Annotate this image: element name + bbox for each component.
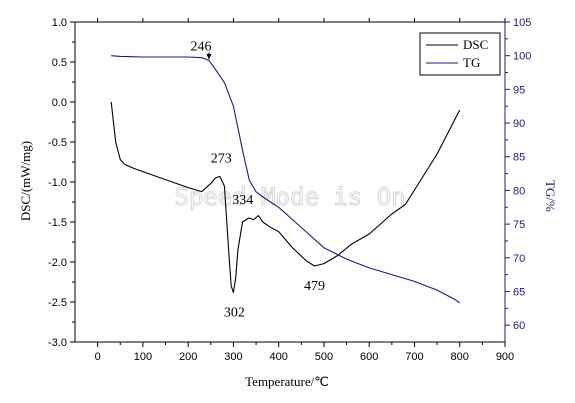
y-left-tick-label: -3.0 xyxy=(48,337,67,349)
annotation-arrow-head xyxy=(206,54,212,60)
x-tick-label: 600 xyxy=(360,351,378,363)
legend-label-dsc: DSC xyxy=(463,37,488,52)
y-left-tick-label: 1.0 xyxy=(52,17,67,29)
x-tick-label: 400 xyxy=(270,351,288,363)
annotation-label: 302 xyxy=(224,305,245,320)
y-left-tick-label: -1.0 xyxy=(48,177,67,189)
y-axis-left-title: DSC/(mW/mg) xyxy=(18,141,33,221)
x-tick-label: 500 xyxy=(315,351,333,363)
x-tick-label: 900 xyxy=(496,351,514,363)
y-axis-left: 1.0 0.5 0.0 -0.5 -1.0 -1.5 -2.0 -2.5 -3.0 xyxy=(48,17,75,349)
y-right-tick-label: 80 xyxy=(513,185,525,197)
legend: DSC TG xyxy=(419,32,501,76)
y-left-tick-label: -1.5 xyxy=(48,217,67,229)
y-right-tick-label: 60 xyxy=(513,320,525,332)
series-layer xyxy=(110,55,461,304)
y-left-tick-label: 0.5 xyxy=(52,57,67,69)
y-right-tick-label: 70 xyxy=(513,253,525,265)
x-axis-title: Temperature/℃ xyxy=(245,374,329,389)
annotation-label: 479 xyxy=(304,279,325,294)
x-tick-label: 100 xyxy=(134,351,152,363)
y-axis-right-title: TG/% xyxy=(543,180,558,212)
y-right-tick-label: 65 xyxy=(513,286,525,298)
y-right-tick-label: 75 xyxy=(513,219,525,231)
y-right-tick-label: 95 xyxy=(513,84,525,96)
series-line-tg xyxy=(111,55,461,304)
y-left-tick-label: 0.0 xyxy=(52,97,67,109)
y-left-tick-label: -2.0 xyxy=(48,257,67,269)
series-line-dsc xyxy=(110,101,461,293)
legend-label-tg: TG xyxy=(463,55,480,70)
annotation-label: 246 xyxy=(190,39,211,54)
x-tick-label: 200 xyxy=(179,351,197,363)
x-tick-label: 700 xyxy=(405,351,423,363)
y-right-tick-label: 85 xyxy=(513,152,525,164)
y-axis-right: 105 100 95 90 85 80 75 70 65 60 xyxy=(505,17,531,332)
y-left-tick-label: -2.5 xyxy=(48,297,67,309)
x-tick-label: 800 xyxy=(451,351,469,363)
x-axis: 0 100 200 300 400 500 600 700 800 900 xyxy=(95,18,514,363)
annotation-layer: 246 273 302 334 479 xyxy=(190,39,324,320)
x-tick-label: 0 xyxy=(95,351,101,363)
y-right-tick-label: 105 xyxy=(513,17,531,29)
y-right-tick-label: 90 xyxy=(513,118,525,130)
x-tick-label: 300 xyxy=(224,351,242,363)
watermark: Speed Mode is On xyxy=(174,183,405,211)
annotation-label: 273 xyxy=(211,151,232,166)
y-left-tick-label: -0.5 xyxy=(48,137,67,149)
legend-box xyxy=(419,32,501,76)
annotation-label: 334 xyxy=(232,193,253,208)
y-right-tick-label: 100 xyxy=(513,51,531,63)
